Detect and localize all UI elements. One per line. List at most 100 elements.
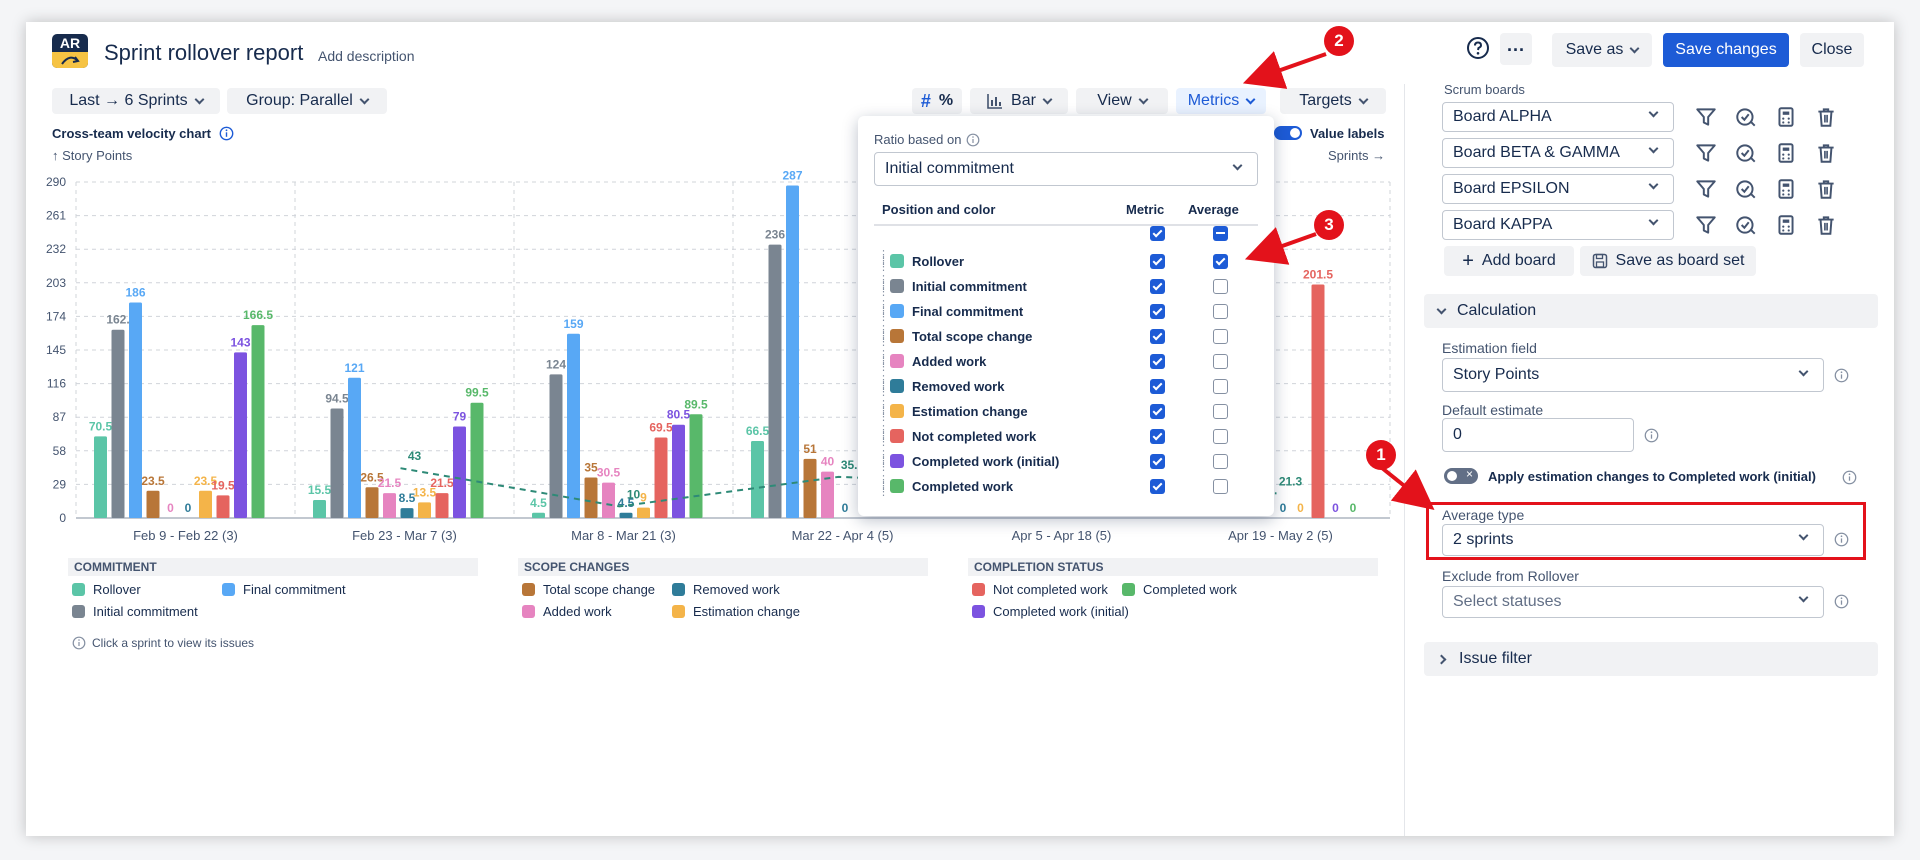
x-tick-label[interactable]: Mar 8 - Mar 21 (3) bbox=[571, 528, 676, 543]
sprint-range-dropdown[interactable]: Last → 6 Sprints bbox=[52, 88, 220, 114]
legend-item[interactable]: Rollover bbox=[72, 582, 141, 597]
bar[interactable] bbox=[146, 490, 160, 518]
legend-item[interactable]: Removed work bbox=[672, 582, 780, 597]
calculator-icon[interactable] bbox=[1770, 173, 1802, 205]
bar[interactable] bbox=[94, 436, 107, 518]
info-icon[interactable] bbox=[1834, 594, 1849, 609]
drag-handle-icon[interactable]: ⋮ ⋮ ⋮ bbox=[878, 249, 889, 273]
legend-item[interactable]: Final commitment bbox=[222, 582, 346, 597]
metric-row[interactable]: ⋮ ⋮ ⋮ Final commitment bbox=[874, 299, 1258, 323]
metric-row[interactable]: ⋮ ⋮ ⋮ Completed work bbox=[874, 474, 1258, 498]
metric-checkbox[interactable] bbox=[1150, 404, 1165, 419]
exclude-statuses-select[interactable]: Select statuses bbox=[1442, 586, 1824, 618]
metric-checkbox[interactable] bbox=[1150, 329, 1165, 344]
x-tick-label[interactable]: Apr 5 - Apr 18 (5) bbox=[1012, 528, 1112, 543]
bar[interactable] bbox=[619, 512, 633, 518]
average-checkbox[interactable] bbox=[1213, 329, 1228, 344]
x-tick-label[interactable]: Feb 9 - Feb 22 (3) bbox=[133, 528, 238, 543]
average-checkbox[interactable] bbox=[1213, 279, 1228, 294]
bar[interactable] bbox=[330, 408, 344, 518]
board-select[interactable]: Board KAPPA bbox=[1442, 210, 1674, 240]
apply-estimation-toggle[interactable]: × bbox=[1444, 467, 1478, 484]
info-icon[interactable] bbox=[966, 133, 980, 147]
bar[interactable] bbox=[821, 471, 834, 518]
bar[interactable] bbox=[803, 458, 817, 518]
bar[interactable] bbox=[567, 333, 580, 518]
metric-checkbox[interactable] bbox=[1150, 279, 1165, 294]
average-checkbox[interactable] bbox=[1213, 254, 1228, 269]
metric-checkbox[interactable] bbox=[1150, 454, 1165, 469]
view-dropdown[interactable]: View bbox=[1076, 88, 1168, 114]
group-dropdown[interactable]: Group: Parallel bbox=[227, 88, 387, 114]
bar[interactable] bbox=[435, 493, 449, 518]
drag-handle-icon[interactable]: ⋮ ⋮ ⋮ bbox=[878, 424, 889, 448]
average-select-all-checkbox[interactable] bbox=[1213, 226, 1228, 241]
x-tick-label[interactable]: Feb 23 - Mar 7 (3) bbox=[352, 528, 457, 543]
more-actions-button[interactable]: ... bbox=[1500, 33, 1532, 65]
average-checkbox[interactable] bbox=[1213, 404, 1228, 419]
bar[interactable] bbox=[584, 477, 598, 518]
bar[interactable] bbox=[654, 437, 668, 518]
average-checkbox[interactable] bbox=[1213, 379, 1228, 394]
calculation-section-header[interactable]: Calculation bbox=[1424, 294, 1878, 328]
trash-icon[interactable] bbox=[1810, 137, 1842, 169]
legend-item[interactable]: Completed work (initial) bbox=[972, 604, 1129, 619]
average-checkbox[interactable] bbox=[1213, 304, 1228, 319]
bar-chart-dropdown[interactable]: Bar bbox=[970, 88, 1068, 114]
board-select[interactable]: Board ALPHA bbox=[1442, 102, 1674, 132]
number-percent-toggle[interactable]: # % bbox=[912, 88, 962, 114]
value-labels-toggle[interactable] bbox=[1274, 126, 1302, 140]
bar[interactable] bbox=[453, 426, 466, 518]
info-icon[interactable] bbox=[1842, 470, 1857, 485]
x-tick-label[interactable]: Apr 19 - May 2 (5) bbox=[1228, 528, 1333, 543]
metric-checkbox[interactable] bbox=[1150, 354, 1165, 369]
calculator-icon[interactable] bbox=[1770, 101, 1802, 133]
legend-item[interactable]: Completed work bbox=[1122, 582, 1237, 597]
drag-handle-icon[interactable]: ⋮ ⋮ ⋮ bbox=[878, 399, 889, 423]
bar[interactable] bbox=[313, 500, 326, 518]
calculator-icon[interactable] bbox=[1770, 209, 1802, 241]
board-select[interactable]: Board BETA & GAMMA bbox=[1442, 138, 1674, 168]
info-icon[interactable] bbox=[1834, 532, 1849, 547]
drag-handle-icon[interactable]: ⋮ ⋮ ⋮ bbox=[878, 299, 889, 323]
info-icon[interactable] bbox=[1834, 368, 1849, 383]
trash-icon[interactable] bbox=[1810, 101, 1842, 133]
bar[interactable] bbox=[348, 377, 361, 518]
average-checkbox[interactable] bbox=[1213, 354, 1228, 369]
drag-handle-icon[interactable]: ⋮ ⋮ ⋮ bbox=[878, 474, 889, 498]
legend-item[interactable]: Added work bbox=[522, 604, 612, 619]
filter-icon[interactable] bbox=[1690, 209, 1722, 241]
bar[interactable] bbox=[602, 482, 615, 518]
bar[interactable] bbox=[768, 244, 782, 518]
metric-checkbox[interactable] bbox=[1150, 304, 1165, 319]
filter-icon[interactable] bbox=[1690, 173, 1722, 205]
bar[interactable] bbox=[689, 414, 703, 518]
legend-item[interactable]: Not completed work bbox=[972, 582, 1108, 597]
trash-icon[interactable] bbox=[1810, 173, 1842, 205]
drag-handle-icon[interactable]: ⋮ ⋮ ⋮ bbox=[878, 449, 889, 473]
legend-item[interactable]: Estimation change bbox=[672, 604, 800, 619]
bar[interactable] bbox=[751, 440, 764, 518]
metric-row[interactable]: ⋮ ⋮ ⋮ Completed work (initial) bbox=[874, 449, 1258, 473]
filter-icon[interactable] bbox=[1690, 101, 1722, 133]
help-icon[interactable] bbox=[1462, 32, 1494, 64]
x-tick-label[interactable]: Mar 22 - Apr 4 (5) bbox=[792, 528, 894, 543]
bar[interactable] bbox=[549, 374, 563, 518]
bar[interactable] bbox=[383, 493, 396, 518]
filter-icon[interactable] bbox=[1690, 137, 1722, 169]
info-icon[interactable] bbox=[219, 126, 234, 141]
metric-checkbox[interactable] bbox=[1150, 379, 1165, 394]
drag-handle-icon[interactable]: ⋮ ⋮ ⋮ bbox=[878, 349, 889, 373]
metrics-dropdown[interactable]: Metrics bbox=[1176, 88, 1266, 114]
drag-handle-icon[interactable]: ⋮ ⋮ ⋮ bbox=[878, 324, 889, 348]
save-changes-button[interactable]: Save changes bbox=[1663, 33, 1789, 67]
metric-row[interactable]: ⋮ ⋮ ⋮ Rollover bbox=[874, 249, 1258, 273]
bar[interactable] bbox=[129, 302, 142, 518]
metric-row[interactable]: ⋮ ⋮ ⋮ Removed work bbox=[874, 374, 1258, 398]
close-button[interactable]: Close bbox=[1800, 33, 1864, 67]
board-select[interactable]: Board EPSILON bbox=[1442, 174, 1674, 204]
metric-row[interactable]: ⋮ ⋮ ⋮ Total scope change bbox=[874, 324, 1258, 348]
metric-row[interactable]: ⋮ ⋮ ⋮ Not completed work bbox=[874, 424, 1258, 448]
estimation-field-select[interactable]: Story Points bbox=[1442, 358, 1824, 392]
drag-handle-icon[interactable]: ⋮ ⋮ ⋮ bbox=[878, 374, 889, 398]
